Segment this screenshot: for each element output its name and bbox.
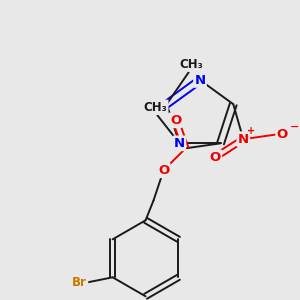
Text: N: N <box>174 137 185 150</box>
Text: O: O <box>277 128 288 141</box>
Text: −: − <box>290 122 299 132</box>
Text: N: N <box>238 133 249 146</box>
Text: O: O <box>210 151 221 164</box>
Text: O: O <box>170 114 181 127</box>
Text: CH₃: CH₃ <box>180 58 204 71</box>
Text: Br: Br <box>72 276 87 289</box>
Text: +: + <box>247 126 255 136</box>
Text: O: O <box>158 164 169 177</box>
Text: CH₃: CH₃ <box>144 101 167 114</box>
Text: N: N <box>194 74 206 86</box>
